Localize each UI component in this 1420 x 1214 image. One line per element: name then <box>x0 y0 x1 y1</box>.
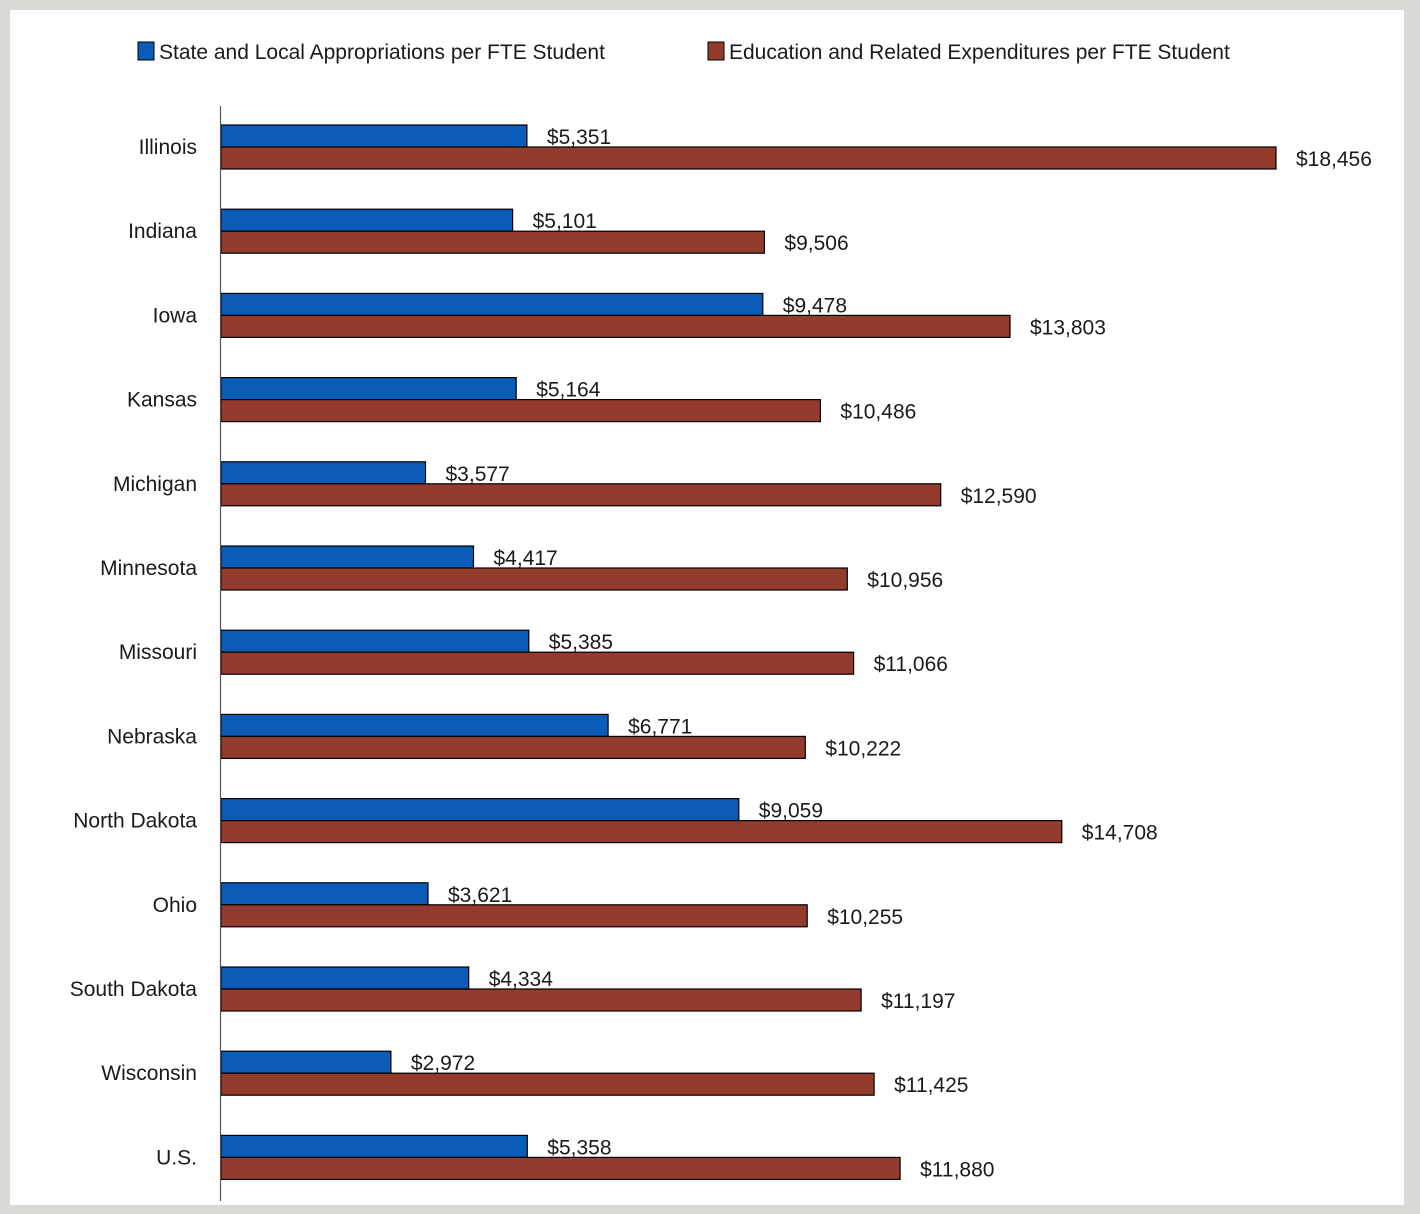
bar-appropriations-south-dakota <box>220 966 470 990</box>
value-label-appropriations-ohio: $3,621 <box>448 884 512 907</box>
legend-label-expenditures: Education and Related Expenditures per F… <box>729 41 1230 64</box>
value-label-expenditures-u-s: $11,880 <box>920 1158 994 1181</box>
bar-appropriations-wisconsin <box>220 1050 392 1074</box>
category-label-michigan: Michigan <box>113 473 197 496</box>
value-label-expenditures-illinois: $18,456 <box>1296 148 1372 171</box>
category-label-wisconsin: Wisconsin <box>101 1062 197 1085</box>
bar-appropriations-u-s <box>220 1134 528 1159</box>
bar-expenditures-minnesota <box>220 567 848 591</box>
bar-appropriations-missouri <box>220 629 530 653</box>
bar-expenditures-nebraska <box>220 735 806 760</box>
bar-appropriations-minnesota <box>220 545 475 569</box>
value-label-expenditures-iowa: $13,803 <box>1030 316 1106 339</box>
value-label-appropriations-missouri: $5,385 <box>549 631 613 654</box>
value-label-appropriations-south-dakota: $4,334 <box>489 968 554 991</box>
bar-appropriations-indiana <box>220 208 514 232</box>
value-label-expenditures-north-dakota: $14,708 <box>1082 822 1158 845</box>
bar-appropriations-nebraska <box>220 713 609 738</box>
bar-expenditures-ohio <box>220 904 808 928</box>
value-label-expenditures-michigan: $12,590 <box>961 485 1037 508</box>
category-label-south-dakota: South Dakota <box>70 978 198 1001</box>
bar-expenditures-kansas <box>220 399 822 423</box>
legend-label-appropriations: State and Local Appropriations per FTE S… <box>159 41 605 64</box>
value-label-appropriations-wisconsin: $2,972 <box>411 1052 475 1075</box>
bar-appropriations-michigan <box>220 461 427 485</box>
value-label-appropriations-kansas: $5,164 <box>536 379 601 402</box>
value-label-expenditures-wisconsin: $11,425 <box>894 1074 968 1097</box>
value-label-appropriations-u-s: $5,358 <box>547 1136 611 1159</box>
bar-expenditures-indiana <box>220 230 766 254</box>
category-label-ohio: Ohio <box>153 894 197 917</box>
value-label-expenditures-kansas: $10,486 <box>840 401 916 424</box>
value-label-expenditures-south-dakota: $11,197 <box>881 990 955 1013</box>
value-label-expenditures-ohio: $10,255 <box>827 906 903 929</box>
bar-expenditures-illinois <box>220 146 1277 170</box>
value-label-expenditures-nebraska: $10,222 <box>825 737 901 760</box>
category-label-indiana: Indiana <box>128 220 197 243</box>
value-label-expenditures-indiana: $9,506 <box>784 232 848 255</box>
value-label-expenditures-minnesota: $10,956 <box>867 569 943 592</box>
bar-expenditures-south-dakota <box>220 988 862 1012</box>
bar-appropriations-illinois <box>220 124 528 148</box>
bar-expenditures-u-s <box>220 1156 901 1181</box>
category-label-nebraska: Nebraska <box>107 725 197 748</box>
bar-appropriations-north-dakota <box>220 797 740 822</box>
bar-expenditures-michigan <box>220 483 942 507</box>
legend-swatch-expenditures <box>707 41 725 61</box>
value-label-appropriations-iowa: $9,478 <box>783 294 847 317</box>
category-label-kansas: Kansas <box>127 389 197 412</box>
category-label-illinois: Illinois <box>139 136 197 159</box>
value-label-appropriations-nebraska: $6,771 <box>628 715 692 738</box>
value-label-appropriations-north-dakota: $9,059 <box>759 800 823 823</box>
bar-expenditures-wisconsin <box>220 1072 875 1096</box>
value-label-expenditures-missouri: $11,066 <box>874 653 948 676</box>
value-label-appropriations-illinois: $5,351 <box>547 126 611 149</box>
bar-appropriations-iowa <box>220 292 764 316</box>
bar-appropriations-ohio <box>220 882 429 906</box>
category-label-minnesota: Minnesota <box>100 557 197 580</box>
bar-expenditures-north-dakota <box>220 819 1063 844</box>
category-label-north-dakota: North Dakota <box>73 810 197 833</box>
category-label-u-s: U.S. <box>156 1146 197 1169</box>
legend: State and Local Appropriations per FTE S… <box>137 41 1230 64</box>
plot-area: Illinois $5,351 $18,456 Indiana $5,101 $9,506… <box>70 124 1372 1181</box>
legend-swatch-appropriations <box>137 41 155 61</box>
bar-expenditures-missouri <box>220 651 855 675</box>
bar-appropriations-kansas <box>220 377 517 401</box>
value-label-appropriations-michigan: $3,577 <box>446 463 510 486</box>
bar-expenditures-iowa <box>220 314 1011 338</box>
value-label-appropriations-indiana: $5,101 <box>533 210 597 233</box>
category-label-missouri: Missouri <box>119 641 197 664</box>
category-label-iowa: Iowa <box>153 304 198 327</box>
value-label-appropriations-minnesota: $4,417 <box>494 547 558 570</box>
